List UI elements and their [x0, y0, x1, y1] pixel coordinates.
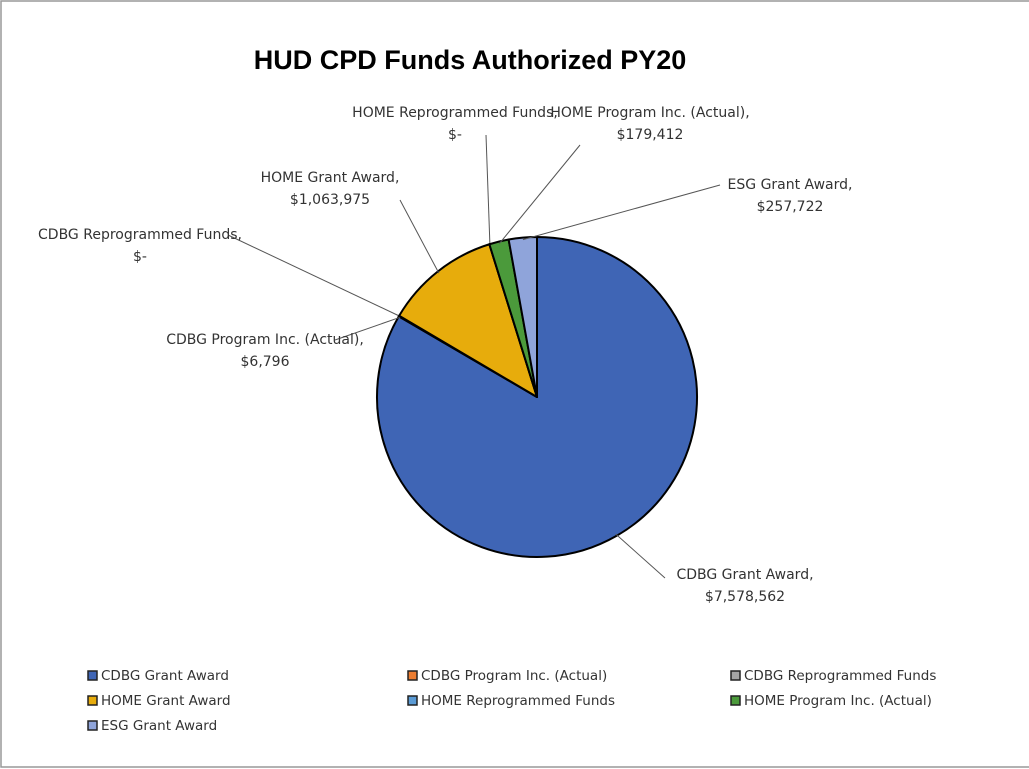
data-label-name: HOME Reprogrammed Funds [352, 105, 553, 121]
leader-line [615, 533, 666, 579]
legend-swatch [87, 695, 98, 706]
data-label-separator: , [553, 105, 557, 121]
legend-swatch [407, 695, 418, 706]
leader-line [399, 199, 440, 274]
data-label: ESG Grant Award, $257,722 [728, 177, 853, 215]
legend-swatch [730, 670, 741, 681]
data-label-value: $6,796 [241, 354, 290, 370]
data-label: CDBG Reprogrammed Funds, $- [38, 227, 242, 265]
legend-label: HOME Grant Award [101, 693, 231, 709]
data-label: HOME Reprogrammed Funds, $- [352, 105, 558, 143]
leader-line [499, 144, 581, 244]
legend-label: HOME Reprogrammed Funds [421, 693, 615, 709]
legend-swatch [730, 695, 741, 706]
data-label-name: CDBG Reprogrammed Funds [38, 227, 238, 243]
data-label-value: $7,578,562 [705, 589, 785, 605]
legend-label: CDBG Program Inc. (Actual) [421, 668, 607, 684]
data-label-name: HOME Grant Award [261, 170, 395, 186]
leader-line [334, 316, 401, 341]
data-label-value: $- [133, 249, 147, 265]
legend-label: ESG Grant Award [101, 718, 217, 734]
data-label: CDBG Grant Award, $7,578,562 [676, 567, 813, 605]
data-label: CDBG Program Inc. (Actual), $6,796 [166, 332, 364, 370]
data-label-value: $1,063,975 [290, 192, 370, 208]
data-label-separator: , [809, 567, 813, 583]
data-label: HOME Grant Award, $1,063,975 [261, 170, 400, 208]
data-label-separator: , [238, 227, 242, 243]
data-label-separator: , [395, 170, 399, 186]
legend-swatch [87, 670, 98, 681]
data-label-name: CDBG Grant Award [676, 567, 809, 583]
legend: CDBG Grant Award CDBG Program Inc. (Actua… [87, 668, 936, 734]
legend-label: HOME Program Inc. (Actual) [744, 693, 932, 709]
legend-label: CDBG Grant Award [101, 668, 229, 684]
data-label-value: $- [448, 127, 462, 143]
legend-swatch [407, 670, 418, 681]
data-label-name: HOME Program Inc. (Actual) [550, 105, 745, 121]
data-label-separator: , [359, 332, 363, 348]
pie-slice [507, 236, 538, 398]
data-label-separator: , [848, 177, 852, 193]
legend-swatch [87, 720, 98, 731]
data-label-name: CDBG Program Inc. (Actual) [166, 332, 359, 348]
leader-line [227, 234, 402, 318]
data-label-name: ESG Grant Award [728, 177, 848, 193]
data-label-separator: , [745, 105, 749, 121]
data-label-value: $257,722 [757, 199, 824, 215]
data-label: HOME Program Inc. (Actual), $179,412 [550, 105, 749, 143]
data-label-value: $179,412 [617, 127, 684, 143]
legend-label: CDBG Reprogrammed Funds [744, 668, 936, 684]
leader-line [522, 184, 721, 241]
leader-line [485, 134, 491, 247]
chart-title: HUD CPD Funds Authorized PY20 [254, 45, 687, 75]
